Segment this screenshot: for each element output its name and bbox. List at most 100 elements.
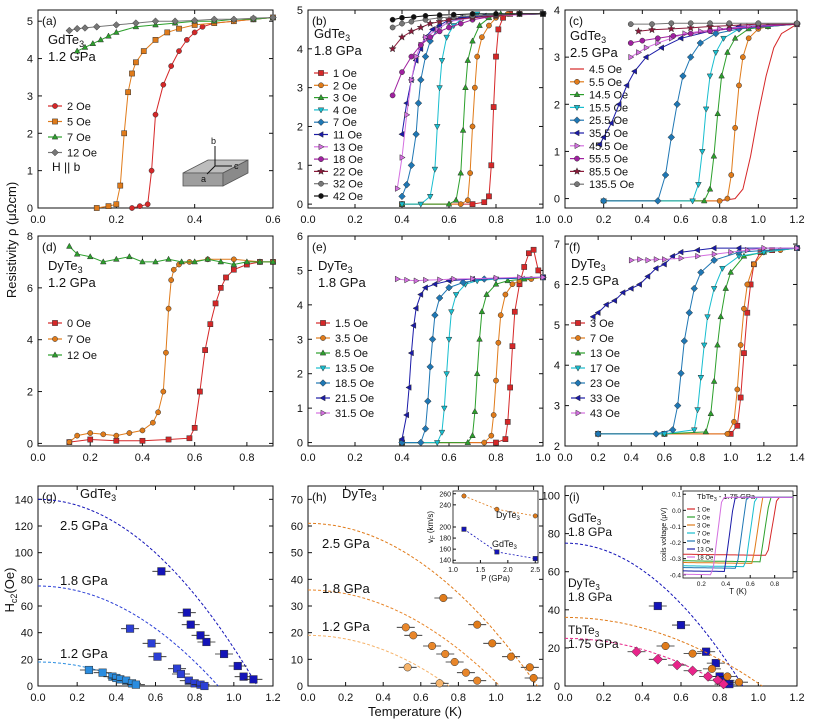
x-tick-label: 1.0 — [226, 692, 241, 704]
panel-compound: DyTe3 — [318, 258, 353, 275]
panel-compound: DyTe3 — [342, 486, 377, 503]
data-point — [686, 23, 695, 32]
data-point — [450, 657, 459, 667]
data-point — [718, 678, 729, 690]
data-point — [737, 394, 744, 401]
data-point — [452, 292, 460, 299]
data-point — [645, 256, 652, 264]
b-axis-label: b — [211, 136, 216, 146]
y-tick-label: 4 — [297, 44, 303, 56]
data-point — [389, 16, 396, 23]
data-point — [439, 593, 448, 603]
data-point — [437, 276, 444, 284]
x-tick-label: 1.2 — [756, 452, 771, 464]
y-tick-label: 140 — [15, 494, 33, 506]
data-point — [722, 284, 730, 291]
data-point — [428, 641, 437, 651]
inset-legend-entry: 7 Oe — [697, 532, 711, 538]
x-tick-label: 0.4 — [187, 214, 202, 226]
data-point — [86, 253, 94, 260]
y-tick-label: 2 — [297, 121, 303, 133]
legend-entry: 33 Oe — [590, 393, 620, 405]
series-line — [603, 23, 798, 202]
data-point — [435, 679, 444, 688]
data-point — [446, 24, 452, 31]
x-tick-label: 0.2 — [596, 214, 611, 226]
data-point — [126, 253, 133, 260]
legend-marker — [574, 181, 580, 188]
panel-compound: DyTe3 — [571, 256, 606, 273]
data-point — [680, 337, 689, 345]
data-point — [410, 322, 417, 329]
legend-entry: 0 Oe — [67, 318, 91, 330]
y-tick-label: 80 — [21, 574, 33, 586]
panel-label: (c) — [569, 14, 583, 28]
legend-marker — [573, 90, 581, 97]
x-tick-label: 0.2 — [70, 692, 85, 704]
data-point — [457, 169, 465, 176]
data-point — [707, 410, 715, 417]
data-point — [488, 162, 495, 169]
data-point — [230, 15, 238, 24]
x-tick-label: 0.4 — [135, 452, 150, 464]
data-point — [151, 17, 160, 25]
data-point — [414, 99, 423, 107]
data-point — [168, 63, 175, 69]
legend-marker — [574, 78, 580, 85]
c-axis-label: c — [234, 161, 239, 171]
data-point — [417, 291, 424, 298]
data-point — [457, 20, 464, 27]
x-tick-label: 0.6 — [441, 452, 456, 464]
x-tick-label: 0.0 — [30, 692, 45, 704]
panel-label: (a) — [42, 14, 57, 28]
y-tick-label: 2 — [27, 128, 33, 140]
y-tick-label: 20 — [548, 643, 560, 655]
legend-entry: 8.5 Oe — [335, 348, 368, 360]
panel-label: (e) — [312, 240, 327, 254]
x-tick-label: 0.8 — [712, 692, 727, 704]
data-point — [727, 268, 734, 275]
y-tick-label: 0 — [27, 438, 33, 450]
data-point — [129, 70, 135, 77]
data-point — [66, 242, 73, 249]
data-point — [507, 384, 513, 391]
legend-entry: 23 Oe — [590, 378, 620, 390]
data-point — [695, 182, 702, 189]
x-tick-label: 1.4 — [789, 452, 804, 464]
fit-curve — [564, 542, 744, 687]
data-point — [473, 370, 481, 377]
data-point — [239, 672, 248, 681]
data-point — [677, 35, 684, 42]
y-tick-label: 70 — [291, 494, 303, 506]
panel-pressure: 2.5 GPa — [570, 45, 618, 60]
data-point — [540, 11, 546, 17]
data-point — [516, 11, 523, 17]
inset-x-tick-label: 2.0 — [503, 567, 513, 574]
data-point — [412, 305, 419, 312]
x-tick-label: 0.2 — [347, 214, 362, 226]
data-point — [223, 274, 229, 281]
data-point — [433, 440, 441, 447]
series-line — [401, 276, 544, 440]
legend-marker — [52, 103, 58, 109]
data-point — [150, 419, 156, 426]
data-point — [165, 255, 172, 262]
data-point — [602, 301, 609, 308]
data-point — [639, 37, 646, 44]
y-tick-label: 0 — [27, 203, 33, 215]
data-point — [457, 201, 464, 207]
series-line — [638, 23, 797, 32]
inset-voltage-curve — [683, 496, 793, 576]
panel-label: (i) — [569, 490, 580, 504]
data-point — [398, 130, 405, 138]
data-point — [627, 40, 634, 46]
data-point — [435, 294, 444, 302]
pressure-label: 1.8 GPa — [60, 573, 108, 588]
legend-entry: 12 Oe — [67, 350, 97, 362]
data-point — [113, 432, 120, 439]
legend-marker — [317, 107, 325, 114]
data-point — [469, 11, 476, 17]
data-point — [652, 654, 664, 665]
y-tick-label: 3 — [554, 401, 560, 413]
data-point — [217, 258, 225, 265]
